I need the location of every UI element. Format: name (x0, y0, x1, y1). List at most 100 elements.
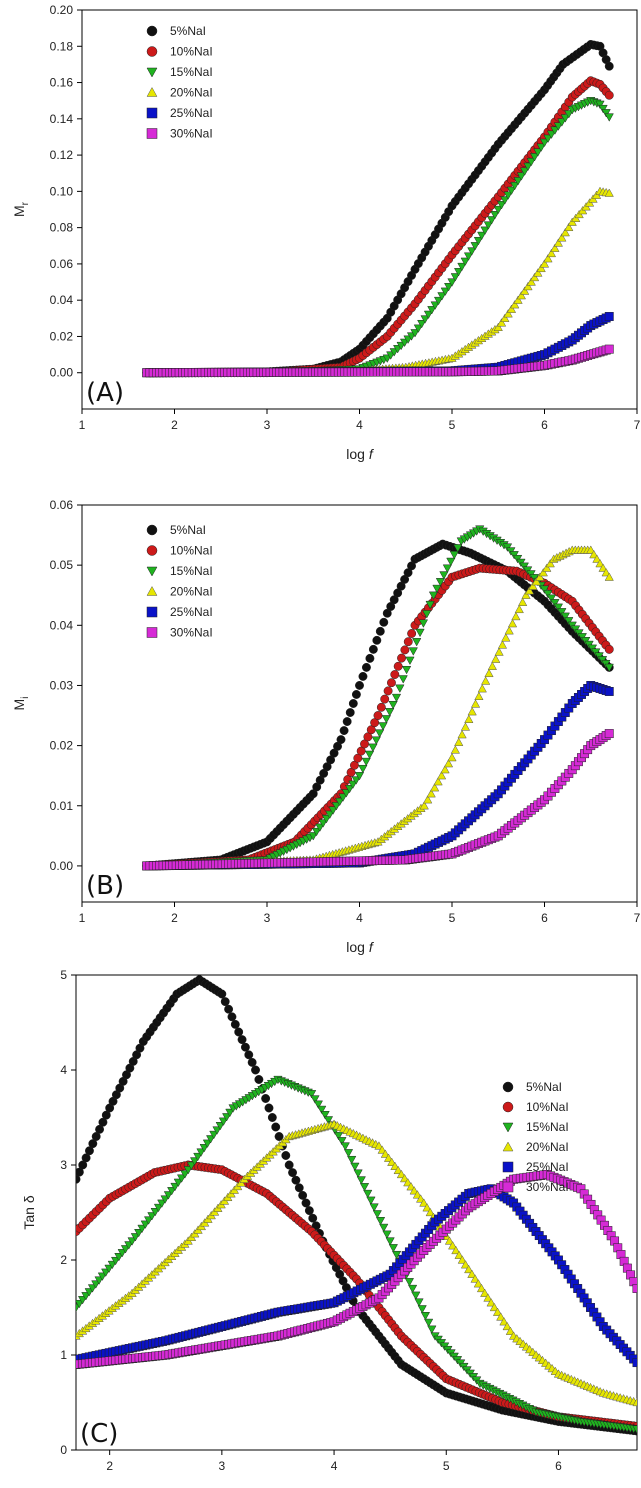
data-point (425, 1207, 435, 1217)
y-axis-title: Mr (11, 201, 31, 217)
data-point (379, 617, 389, 627)
legend-label: 5%NaI (170, 523, 206, 537)
data-point (240, 1042, 250, 1052)
data-point (375, 1217, 386, 1226)
data-point (254, 1075, 264, 1084)
data-point (224, 1004, 234, 1014)
y-tick-label: 5 (60, 968, 67, 982)
data-point (247, 1057, 257, 1067)
data-point (127, 1237, 137, 1246)
legend-label: 25%NaI (170, 106, 213, 120)
data-point (470, 242, 480, 251)
data-point (420, 1312, 431, 1321)
y-tick-label: 0.16 (50, 76, 74, 90)
data-point (632, 1284, 637, 1293)
data-point (76, 1167, 84, 1177)
x-tick-label: 4 (331, 1459, 338, 1473)
data-point (215, 1122, 225, 1131)
data-point (543, 253, 553, 263)
data-point (366, 1196, 376, 1206)
data-point (202, 1139, 213, 1149)
data-point (435, 578, 446, 587)
data-point (604, 344, 614, 354)
y-axis-title: Tan δ (21, 1195, 37, 1229)
data-point (601, 109, 611, 118)
x-tick-label: 3 (264, 911, 271, 925)
legend-marker (146, 67, 158, 78)
data-point (388, 700, 398, 710)
data-point (454, 1250, 464, 1259)
data-point (383, 686, 393, 696)
data-point (328, 806, 338, 815)
data-point (536, 143, 546, 152)
data-point (261, 1094, 271, 1103)
data-point (140, 1220, 150, 1229)
data-point (450, 273, 460, 282)
data-point (212, 1126, 222, 1135)
data-point (553, 122, 563, 131)
data-point (422, 1203, 432, 1212)
legend-marker (146, 25, 158, 37)
data-point (451, 1245, 461, 1255)
x-tick-label: 3 (219, 1459, 226, 1473)
data-point (350, 1162, 360, 1172)
data-point (425, 600, 435, 610)
data-point (418, 619, 429, 628)
data-point (490, 211, 500, 220)
data-point (449, 551, 459, 560)
data-point (298, 1190, 308, 1200)
data-point (143, 1216, 154, 1225)
data-point (372, 635, 382, 645)
data-point (476, 1283, 487, 1293)
data-point (308, 832, 318, 841)
data-point (506, 304, 517, 313)
legend-marker (146, 524, 158, 536)
data-point (325, 810, 335, 820)
data-point (222, 1113, 232, 1122)
data-point (460, 722, 471, 731)
series-15%NaI (142, 97, 614, 378)
data-point (457, 1255, 467, 1264)
data-point (480, 226, 490, 235)
data-point (281, 1151, 291, 1160)
data-point (424, 1318, 434, 1328)
data-point (560, 114, 570, 123)
data-point (496, 318, 507, 327)
series-25%NaI (76, 1184, 637, 1368)
legend-label: 15%NaI (170, 65, 213, 79)
x-tick-label: 1 (79, 418, 86, 432)
data-point (301, 1198, 311, 1208)
data-point (88, 1139, 98, 1149)
data-point (189, 1157, 200, 1166)
data-point (234, 1027, 244, 1037)
data-point (521, 590, 531, 599)
data-point (598, 563, 608, 572)
data-point (400, 645, 410, 655)
data-point (423, 310, 434, 320)
data-point (520, 167, 530, 176)
data-point (291, 1175, 301, 1185)
data-point (444, 283, 454, 292)
panel-label: (C) (80, 1419, 118, 1449)
legend-marker (502, 1101, 514, 1113)
data-point (507, 618, 518, 628)
data-point (497, 640, 508, 649)
data-point (397, 653, 406, 663)
y-tick-label: 0.20 (50, 3, 74, 17)
data-point (553, 238, 563, 247)
data-point (408, 647, 418, 656)
data-point (601, 567, 611, 577)
data-point (308, 1213, 318, 1223)
legend-label: 5%NaI (526, 1080, 562, 1094)
data-point (385, 708, 395, 717)
legend-label: 30%NaI (170, 127, 213, 141)
series-20%NaI (76, 1119, 637, 1407)
data-point (442, 564, 452, 573)
y-tick-label: 0.10 (50, 184, 74, 198)
data-point (513, 177, 523, 186)
legend-label: 5%NaI (170, 24, 206, 38)
y-tick-label: 0.06 (50, 257, 74, 271)
data-point (557, 233, 567, 242)
data-point (311, 827, 322, 837)
data-point (487, 216, 497, 225)
